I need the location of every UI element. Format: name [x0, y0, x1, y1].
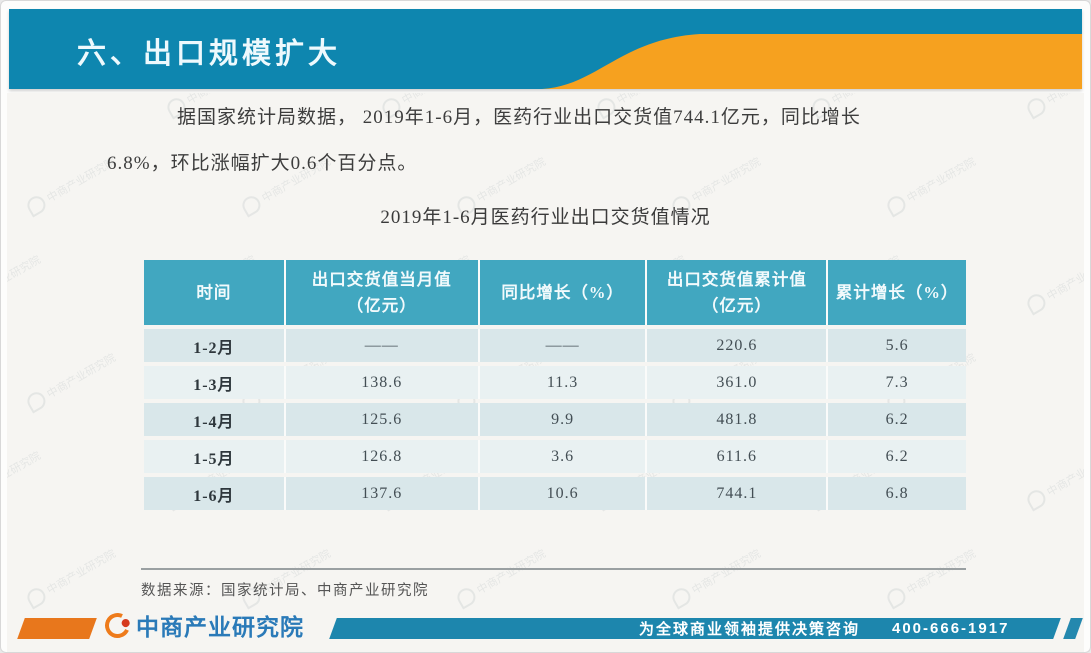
cell-value: 6.8	[826, 477, 966, 510]
watermark: 中商产业研究院	[454, 544, 549, 610]
watermark: 中商产业研究院	[7, 253, 43, 303]
intro-paragraph: 据国家统计局数据， 2019年1-6月，医药行业出口交货值744.1亿元，同比增…	[107, 105, 1029, 177]
watermark: 中商产业研究院	[24, 544, 119, 610]
table-row: 1-4月 125.6 9.9 481.8 6.2	[144, 403, 966, 436]
cell-value: 126.8	[283, 440, 478, 473]
row-period: 1-5月	[144, 440, 284, 473]
cell-value: 138.6	[283, 366, 478, 399]
cell-value: 6.2	[826, 403, 966, 436]
source-note: 数据来源：国家统计局、中商产业研究院	[141, 583, 429, 599]
cell-value: 10.6	[477, 477, 646, 510]
company-logo-text: 中商产业研究院	[136, 614, 304, 640]
table-row: 1-3月 138.6 11.3 361.0 7.3	[144, 366, 966, 399]
table-row: 1-2月 —— —— 220.6 5.6	[144, 329, 966, 362]
company-logo: 中商产业研究院	[101, 608, 304, 642]
export-table-wrapper: 时间 出口交货值当月值 （亿元） 同比增长（%） 出口交货值累计值 （亿元） 累计增长（…	[144, 256, 966, 514]
watermark: 中商产业研究院	[24, 348, 119, 414]
cell-value: 125.6	[283, 403, 478, 436]
table-row: 1-5月 126.8 3.6 611.6 6.2	[144, 440, 966, 473]
export-data-table: 时间 出口交货值当月值 （亿元） 同比增长（%） 出口交货值累计值 （亿元） 累计增长（…	[144, 256, 966, 514]
table-body: 1-2月 —— —— 220.6 5.6 1-3月 138.6 11.3 361.0 7.3 1-4…	[144, 329, 966, 510]
watermark: 中商产业研究院	[884, 544, 979, 610]
cell-value: 6.2	[826, 440, 966, 473]
cell-value: 7.3	[826, 366, 966, 399]
row-period: 1-3月	[144, 366, 284, 399]
column-header: 出口交货值当月值 （亿元）	[283, 260, 478, 325]
cell-value: 9.9	[477, 403, 646, 436]
row-period: 1-6月	[144, 477, 284, 510]
footer-tagline: 为全球商业领袖提供决策咨询	[638, 621, 860, 638]
cell-value: ——	[477, 329, 646, 362]
table-header-row: 时间 出口交货值当月值 （亿元） 同比增长（%） 出口交货值累计值 （亿元） 累计增长（…	[144, 260, 966, 325]
row-period: 1-2月	[144, 329, 284, 362]
cell-value: 5.6	[826, 329, 966, 362]
intro-line: 据国家统计局数据， 2019年1-6月，医药行业出口交货值744.1亿元，同比增…	[177, 107, 861, 128]
cell-value: 3.6	[477, 440, 646, 473]
cell-value: ——	[283, 329, 478, 362]
cell-value: 361.0	[645, 366, 827, 399]
cell-value: 220.6	[645, 329, 827, 362]
page-title: 六、出口规模扩大	[77, 38, 342, 70]
column-header: 累计增长（%）	[826, 260, 966, 325]
column-header: 时间	[144, 260, 284, 325]
watermark: 中商产业研究院	[1024, 93, 1084, 120]
banner-swoosh-decoration	[542, 34, 1082, 89]
watermark: 中商产业研究院	[1024, 446, 1084, 512]
divider-line	[141, 568, 966, 570]
cell-value: 11.3	[477, 366, 646, 399]
cell-value: 744.1	[645, 477, 827, 510]
column-header: 出口交货值累计值 （亿元）	[645, 260, 827, 325]
table-title: 2019年1-6月医药行业出口交货值情况	[380, 207, 711, 228]
footer-orange-decoration	[17, 618, 97, 639]
cell-value: 137.6	[283, 477, 478, 510]
row-period: 1-4月	[144, 403, 284, 436]
watermark: 中商产业研究院	[7, 449, 43, 499]
company-logo-icon	[101, 608, 134, 642]
footer-phone: 400-666-1917	[891, 620, 1009, 637]
table-row: 1-6月 137.6 10.6 744.1 6.8	[144, 477, 966, 510]
intro-line: 6.8%，环比涨幅扩大0.6个百分点。	[107, 153, 418, 174]
watermark: 中商产业研究院	[669, 544, 764, 610]
watermark: 中商产业研究院	[1024, 250, 1084, 316]
watermark: 中商产业研究院	[7, 93, 44, 120]
cell-value: 481.8	[645, 403, 827, 436]
footer-contact-bar: 为全球商业领袖提供决策咨询 400-666-1917	[329, 618, 1061, 639]
column-header: 同比增长（%）	[477, 260, 646, 325]
cell-value: 611.6	[645, 440, 827, 473]
header-banner: 六、出口规模扩大	[9, 9, 1082, 89]
